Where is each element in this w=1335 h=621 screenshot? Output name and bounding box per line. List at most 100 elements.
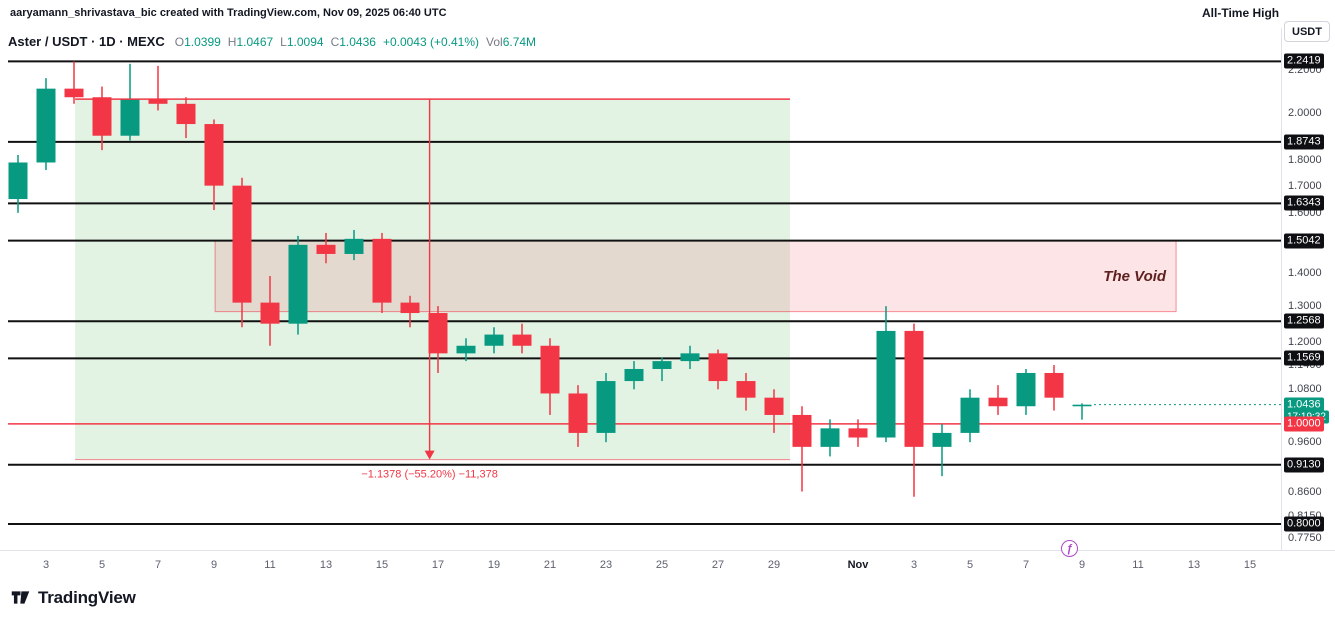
candle[interactable]	[512, 323, 532, 354]
candle[interactable]	[1016, 368, 1036, 415]
candle-body	[736, 381, 756, 398]
candle-body	[904, 330, 924, 447]
candle-body	[960, 397, 980, 433]
candle-body	[792, 414, 812, 447]
close-label: C	[330, 34, 340, 49]
candle-body	[36, 88, 56, 163]
candle[interactable]	[120, 63, 140, 141]
candle-body	[456, 345, 476, 354]
candle[interactable]	[988, 385, 1008, 415]
all-time-high-label[interactable]: All-Time High	[1202, 6, 1280, 20]
chart-pane: The Void −1.1378 (−55.20%) −11,378 Aster …	[0, 28, 1335, 575]
candle[interactable]	[288, 235, 308, 335]
candle[interactable]	[316, 232, 336, 264]
candle[interactable]	[456, 338, 476, 362]
ohlc-low-field: L1.0094	[280, 35, 323, 49]
candle-body	[876, 330, 896, 438]
measure-arrow-head	[424, 450, 435, 460]
event-icon[interactable]: ƒ	[1061, 540, 1078, 557]
candle[interactable]	[708, 349, 728, 390]
symbol-title[interactable]: Aster / USDT · 1D · MEXC	[8, 34, 165, 49]
candle[interactable]	[820, 419, 840, 457]
price-axis[interactable]: 2.2000 2.0000 1.8000 1.7000 1.6000 1.4000 1.30…	[1281, 28, 1335, 550]
time-label: 15	[375, 559, 389, 571]
price-badge: 1.0436	[1284, 397, 1324, 413]
candle[interactable]	[484, 327, 504, 354]
candle[interactable]	[792, 406, 812, 492]
candle[interactable]	[680, 345, 700, 369]
candle-body	[484, 334, 504, 346]
candle[interactable]	[568, 385, 588, 447]
candle-body	[372, 238, 392, 303]
open-value: 1.0399	[184, 34, 221, 49]
candle-body	[232, 185, 252, 303]
void-label[interactable]: The Void	[1103, 268, 1167, 285]
price-badge: 1.6343	[1284, 195, 1324, 211]
candle-body	[1072, 404, 1092, 407]
time-axis[interactable]: 3 5 7 9 11 13 15 17 19 21 23 25 27 29 Nov 3 5 7 9 11 13 15	[0, 550, 1335, 575]
high-value: 1.0467	[236, 34, 274, 49]
candle[interactable]	[960, 389, 980, 443]
candle-body	[652, 361, 672, 369]
candle-body	[624, 368, 644, 382]
price-tick: 0.7750	[1288, 532, 1322, 545]
price-tick: 1.8000	[1288, 153, 1322, 166]
candle-body	[316, 244, 336, 254]
candle[interactable]	[624, 361, 644, 390]
candle[interactable]	[736, 372, 756, 411]
candle[interactable]	[596, 372, 616, 443]
time-label: 7	[154, 559, 162, 571]
candle[interactable]	[344, 230, 364, 261]
candle-body	[764, 397, 784, 415]
candle[interactable]	[764, 389, 784, 433]
candle[interactable]	[652, 357, 672, 382]
open-label: O	[174, 34, 185, 49]
candle-body	[708, 353, 728, 382]
measure-range-box[interactable]	[75, 99, 790, 460]
candle[interactable]	[400, 295, 420, 328]
candle[interactable]	[932, 423, 952, 477]
candle[interactable]	[848, 419, 868, 447]
candle[interactable]	[876, 306, 896, 443]
candle-body	[204, 124, 224, 186]
time-label: 13	[319, 559, 333, 571]
candle[interactable]	[64, 61, 84, 104]
candle[interactable]	[372, 232, 392, 314]
candle[interactable]	[176, 97, 196, 139]
candle[interactable]	[1044, 365, 1064, 411]
candle[interactable]	[92, 86, 112, 151]
candle[interactable]	[36, 78, 56, 171]
price-tick: 1.2000	[1288, 335, 1322, 348]
time-label: 25	[655, 559, 669, 571]
candle[interactable]	[148, 65, 168, 111]
candle-body	[932, 432, 952, 447]
candle[interactable]	[204, 119, 224, 211]
price-tick: 0.8600	[1288, 485, 1322, 498]
time-label: 29	[767, 559, 781, 571]
price-badge: 1.2568	[1284, 313, 1324, 329]
candle-body	[820, 428, 840, 447]
candle-body	[120, 99, 140, 136]
candle-body	[1044, 372, 1064, 398]
price-badge: 1.1569	[1284, 350, 1324, 366]
currency-unit-button[interactable]: USDT	[1284, 21, 1330, 42]
candle-body	[428, 313, 448, 354]
symbol-info-bar: Aster / USDT · 1D · MEXC O1.0399 H1.0467…	[8, 34, 536, 49]
candle-body	[344, 238, 364, 254]
candle[interactable]	[428, 306, 448, 373]
candle[interactable]	[540, 338, 560, 415]
time-label: 13	[1187, 559, 1201, 571]
time-label: 27	[711, 559, 725, 571]
candle-body	[988, 397, 1008, 407]
candle[interactable]	[232, 177, 252, 328]
candle[interactable]	[260, 276, 280, 346]
time-label: 23	[599, 559, 613, 571]
time-label: 9	[1078, 559, 1086, 571]
candle[interactable]	[904, 323, 924, 497]
candle-body	[568, 393, 588, 433]
chart-canvas[interactable]: The Void −1.1378 (−55.20%) −11,378	[0, 28, 1281, 550]
candle[interactable]	[8, 155, 28, 213]
candle[interactable]	[1072, 403, 1092, 420]
tradingview-footer[interactable]: TradingView	[10, 587, 136, 608]
